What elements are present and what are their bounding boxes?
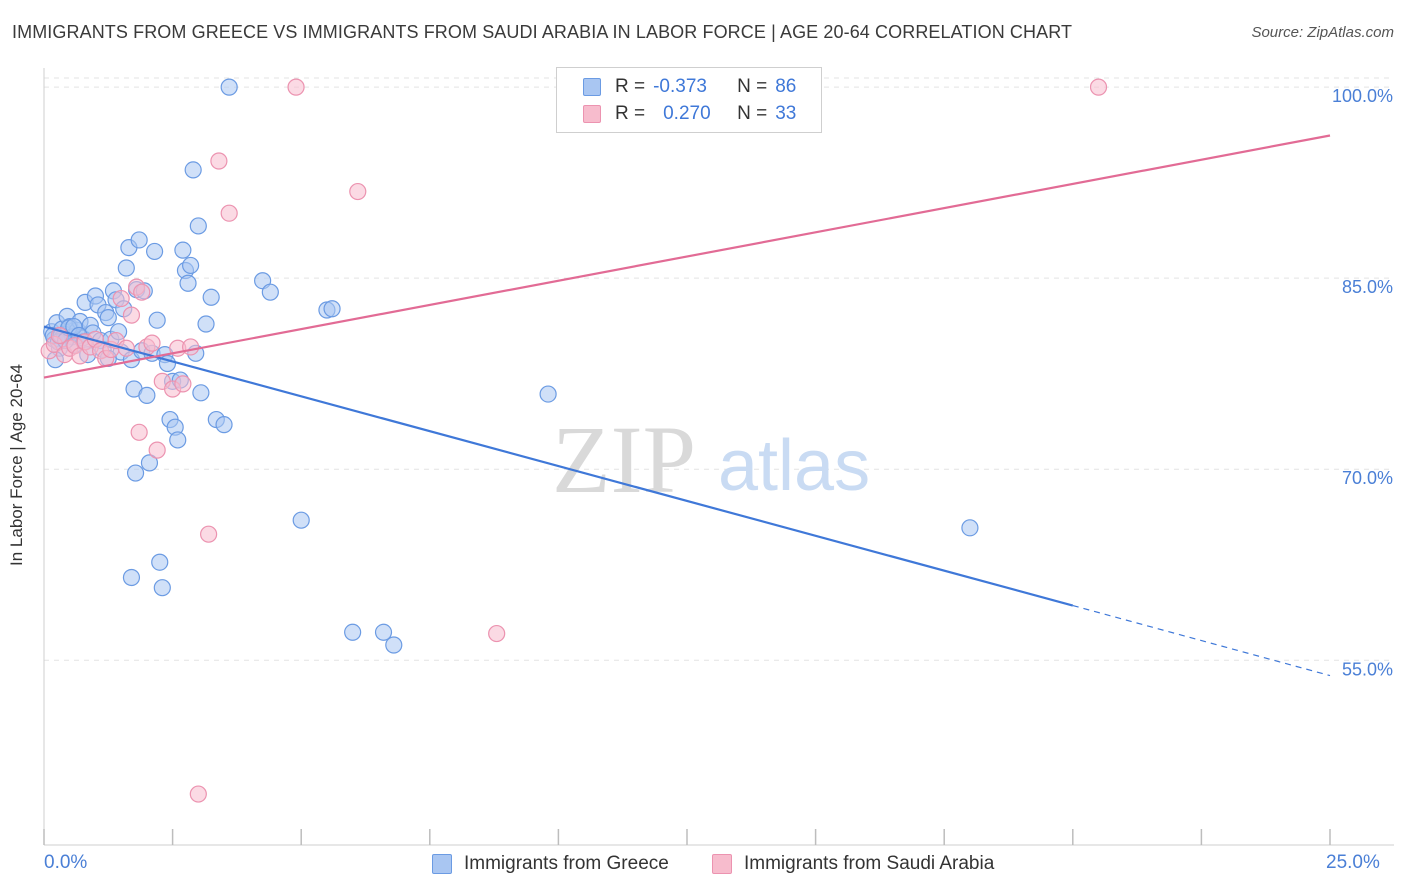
greece-point bbox=[374, 623, 393, 641]
greece-point bbox=[961, 519, 979, 537]
greece-point bbox=[99, 309, 117, 327]
saudi-point bbox=[130, 423, 148, 441]
greece-point bbox=[189, 217, 207, 235]
saudi-point bbox=[122, 306, 141, 324]
saudi-r-label: R = bbox=[615, 103, 646, 124]
saudi-point bbox=[133, 283, 151, 301]
greece-point bbox=[184, 161, 202, 179]
greece-n-value: 86 bbox=[775, 76, 797, 97]
greece-point bbox=[174, 241, 192, 259]
greece-point bbox=[344, 623, 362, 641]
y-tick-label: 85.0% bbox=[1342, 277, 1393, 297]
saudi-point bbox=[210, 152, 228, 170]
greece-n-label: N = bbox=[737, 76, 768, 97]
bottom-legend-greece-swatch bbox=[432, 854, 452, 874]
greece-point bbox=[151, 553, 169, 571]
source-credit: Source: ZipAtlas.com bbox=[1251, 24, 1394, 41]
saudi-point bbox=[112, 289, 130, 308]
greece-point bbox=[145, 242, 164, 261]
greece-point bbox=[215, 416, 233, 434]
greece-point bbox=[197, 315, 215, 333]
greece-r-label: R = bbox=[615, 76, 646, 97]
saudi-point bbox=[349, 182, 367, 201]
saudi-point bbox=[200, 525, 218, 543]
x-tick-label-max: 25.0% bbox=[1326, 852, 1380, 873]
greece-point bbox=[130, 231, 148, 249]
x-tick-label-min: 0.0% bbox=[44, 852, 88, 873]
greece-point bbox=[122, 568, 141, 587]
greece-point bbox=[202, 288, 220, 306]
chart-title: IMMIGRANTS FROM GREECE VS IMMIGRANTS FRO… bbox=[12, 22, 1073, 42]
greece-point bbox=[179, 274, 197, 292]
saudi-point bbox=[182, 338, 200, 356]
greece-point bbox=[169, 431, 187, 449]
greece-trend-extension bbox=[1072, 604, 1331, 677]
greece-point bbox=[261, 283, 279, 301]
greece-point bbox=[138, 386, 156, 404]
greece-point bbox=[117, 259, 135, 277]
saudi-n-label: N = bbox=[737, 103, 768, 124]
saudi-r-value: 0.270 bbox=[663, 103, 711, 124]
saudi-point bbox=[148, 441, 166, 459]
watermark-atlas: atlas bbox=[718, 426, 870, 506]
greece-point bbox=[126, 464, 145, 482]
greece-point bbox=[140, 454, 159, 472]
axes bbox=[43, 68, 1394, 846]
legend-row-saudi: R = 0.270 N = 33 bbox=[583, 101, 796, 127]
greece-point bbox=[539, 385, 557, 403]
saudi-point bbox=[1089, 78, 1108, 96]
y-tick-label: 55.0% bbox=[1342, 659, 1393, 679]
greece-point bbox=[148, 311, 166, 329]
greece-point bbox=[192, 384, 210, 402]
watermark: ZIP atlas bbox=[552, 406, 870, 513]
saudi-point bbox=[287, 78, 305, 96]
bottom-legend-saudi: Immigrants from Saudi Arabia bbox=[712, 852, 994, 876]
legend-row-greece: R = -0.373 N = 86 bbox=[583, 74, 796, 100]
data-points bbox=[40, 78, 1108, 803]
greece-trend-line bbox=[43, 325, 1074, 607]
saudi-point bbox=[220, 204, 238, 222]
y-tick-label: 70.0% bbox=[1342, 468, 1393, 488]
bottom-legend-greece-label: Immigrants from Greece bbox=[464, 853, 669, 874]
gridlines bbox=[44, 77, 1394, 661]
greece-swatch bbox=[583, 78, 601, 96]
saudi-trend-line bbox=[43, 134, 1331, 379]
bottom-legend-saudi-label: Immigrants from Saudi Arabia bbox=[744, 853, 995, 874]
trend-lines bbox=[43, 134, 1331, 677]
greece-r-value: -0.373 bbox=[653, 76, 707, 97]
bottom-legend-saudi-swatch bbox=[712, 854, 732, 874]
greece-point bbox=[220, 78, 238, 96]
greece-point bbox=[182, 256, 200, 275]
y-tick-labels: 55.0% 70.0% 85.0% 100.0% bbox=[1332, 86, 1393, 679]
saudi-point bbox=[143, 334, 161, 352]
saudi-point bbox=[174, 375, 192, 393]
watermark-zip: ZIP bbox=[552, 406, 696, 513]
saudi-point bbox=[488, 624, 506, 643]
saudi-swatch bbox=[583, 105, 601, 123]
stats-legend: R = -0.373 N = 86 R = 0.270 N = 33 bbox=[556, 67, 822, 133]
greece-point bbox=[385, 636, 403, 654]
bottom-legend-greece: Immigrants from Greece bbox=[432, 852, 669, 876]
greece-point bbox=[323, 300, 341, 318]
greece-point bbox=[292, 511, 310, 529]
saudi-point bbox=[189, 785, 207, 803]
y-tick-label: 100.0% bbox=[1332, 86, 1393, 106]
greece-point bbox=[153, 579, 171, 597]
saudi-n-value: 33 bbox=[775, 103, 797, 124]
